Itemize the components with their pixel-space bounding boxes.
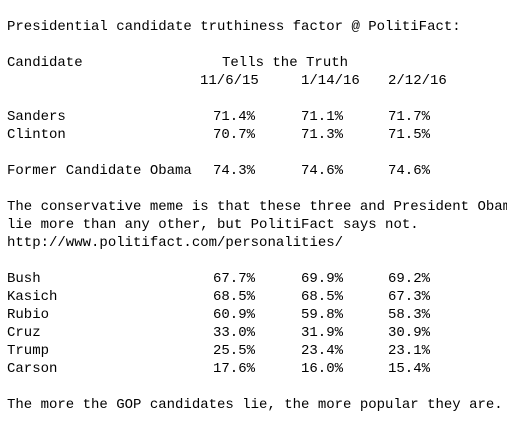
truth-value: 71.7% xyxy=(388,109,431,125)
candidate-name: Clinton xyxy=(7,127,66,143)
date-header: 11/6/15 xyxy=(200,73,259,89)
group-header: Tells the Truth xyxy=(222,55,349,71)
truth-value: 71.4% xyxy=(213,109,256,125)
candidate-name: Bush xyxy=(7,271,41,287)
title: Presidential candidate truthiness factor… xyxy=(7,19,461,35)
candidate-name: Sanders xyxy=(7,109,66,125)
truth-value: 74.6% xyxy=(388,163,431,179)
candidate-name: Kasich xyxy=(7,289,58,305)
truth-value: 23.4% xyxy=(301,343,344,359)
candidate-name: Carson xyxy=(7,361,58,377)
note-line: http://www.politifact.com/personalities/ xyxy=(7,235,344,251)
truth-value: 70.7% xyxy=(213,127,256,143)
truth-value: 25.5% xyxy=(213,343,256,359)
note-line: The conservative meme is that these thre… xyxy=(7,199,507,215)
truth-value: 71.1% xyxy=(301,109,344,125)
truth-value: 71.5% xyxy=(388,127,431,143)
truth-value: 69.2% xyxy=(388,271,431,287)
date-header: 2/12/16 xyxy=(388,73,447,89)
note-line: lie more than any other, but PolitiFact … xyxy=(7,217,419,233)
candidate-name: Trump xyxy=(7,343,50,359)
truth-value: 17.6% xyxy=(213,361,256,377)
truth-value: 58.3% xyxy=(388,307,431,323)
truth-value: 60.9% xyxy=(213,307,256,323)
truth-value: 59.8% xyxy=(301,307,344,323)
column-header: Candidate xyxy=(7,55,83,71)
truth-value: 15.4% xyxy=(388,361,431,377)
truth-value: 23.1% xyxy=(388,343,431,359)
truth-value: 71.3% xyxy=(301,127,344,143)
truth-value: 67.3% xyxy=(388,289,431,305)
candidate-name: Former Candidate Obama xyxy=(7,163,192,179)
candidate-name: Rubio xyxy=(7,307,50,323)
conclusion: The more the GOP candidates lie, the mor… xyxy=(7,397,503,413)
truth-value: 69.9% xyxy=(301,271,344,287)
truth-value: 16.0% xyxy=(301,361,344,377)
date-header: 1/14/16 xyxy=(301,73,360,89)
truth-value: 74.3% xyxy=(213,163,256,179)
truth-value: 33.0% xyxy=(213,325,256,341)
candidate-name: Cruz xyxy=(7,325,41,341)
truth-value: 30.9% xyxy=(388,325,431,341)
truth-value: 68.5% xyxy=(301,289,344,305)
truth-value: 67.7% xyxy=(213,271,256,287)
truth-value: 68.5% xyxy=(213,289,256,305)
truth-value: 74.6% xyxy=(301,163,344,179)
truth-value: 31.9% xyxy=(301,325,344,341)
